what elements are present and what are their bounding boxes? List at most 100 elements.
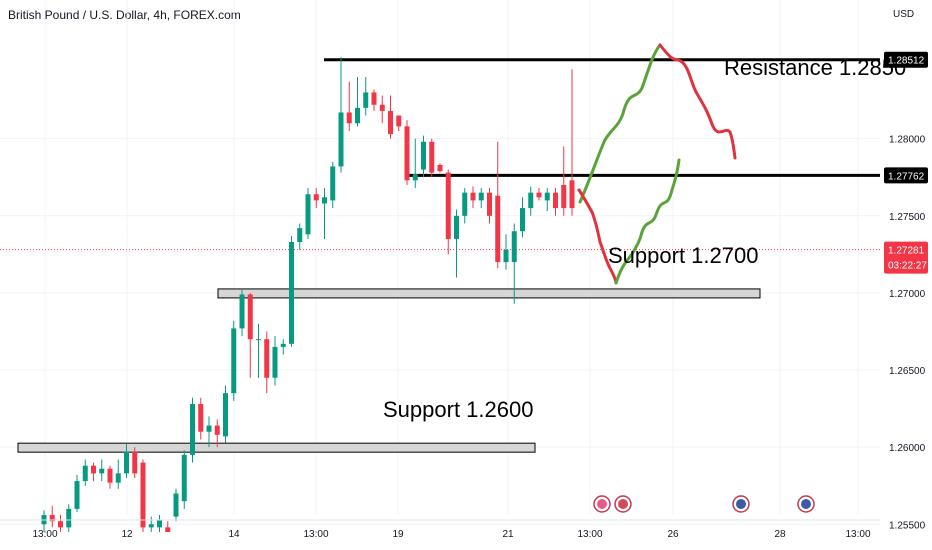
candle-body [454,215,459,239]
support-1-2700-label: Support 1.2700 [608,243,758,268]
candle-body [173,493,179,517]
candle-body [404,126,410,181]
candle-body [157,519,162,528]
candle-body [297,228,303,243]
price-tag [884,167,928,184]
candle-body [313,194,319,201]
x-tick-label: 26 [667,529,679,540]
candle-body [561,184,567,209]
candle-body [148,524,154,528]
event-icon-inner [801,499,811,509]
event-icon-inner [618,499,628,509]
candle-body [165,527,171,532]
x-tick-label: 13:00 [845,529,870,540]
y-tick-label: 1.26500 [889,366,926,377]
candle-body [124,451,129,474]
candle-body [82,465,88,482]
support-zone-1-2600 [17,442,536,453]
candle-body [371,92,377,105]
event-icon-inner [736,499,746,509]
x-tick-label: 14 [228,529,240,540]
candle-body [190,403,195,455]
candle-body [280,343,286,347]
candle-body [74,481,80,509]
y-tick-label: 1.27500 [889,212,926,223]
y-tick-label: 1.27000 [889,289,926,300]
projection-down-path-1 [658,43,737,160]
candle-body [198,403,204,432]
candle-body [214,425,220,435]
time-axis[interactable]: 13:00 12 14 13:00 19 21 13:00 26 28 13:00 [0,519,880,540]
y-tick-label: 1.25500 [889,520,926,531]
candle-body [338,112,344,167]
x-tick-label: 13:00 [577,529,602,540]
candle-body [487,192,492,216]
candle-body [58,521,63,528]
candle-body [363,92,369,108]
candle-body [223,393,228,437]
candle-body [511,231,517,263]
price-tags: 1.28512 1.27762 1.27281 03:22:27 [884,51,928,274]
candle-body [379,104,385,111]
currency-label: USD [893,9,915,20]
candle-body [289,242,294,344]
candle-body [536,192,542,198]
candle-body [429,141,435,173]
resistance-label: Resistance 1.2850 [724,55,906,80]
candle-body [99,468,105,474]
candle-body [528,192,534,209]
candle-body [396,115,402,127]
candle-body [256,339,261,341]
price-tag-value: 1.27281 [888,246,925,257]
candle-body [495,195,501,263]
event-icons [593,495,815,513]
candle-body [388,110,393,135]
projection-down-path-2 [577,188,618,285]
candle-body [470,192,476,201]
candle-body [520,208,525,232]
candle-body [231,328,237,394]
chart-title: British Pound / U.S. Dollar, 4h, FOREX.c… [8,8,241,22]
price-tag-value: 1.28512 [888,56,925,67]
x-tick-label: 19 [392,529,404,540]
x-tick-label: 21 [502,529,514,540]
projection-up-path-2 [614,158,681,285]
candle-body [462,192,468,216]
x-tick-label: 12 [121,529,133,540]
price-tag-value: 1.27762 [888,171,925,182]
candle-body [445,172,451,239]
candle-body [115,473,121,483]
candle-body [91,465,96,474]
candle-body [503,249,509,263]
event-icon-inner [597,499,607,509]
candle-body [437,164,443,172]
projection-up-path-1 [578,43,662,204]
y-tick-label: 1.26000 [889,443,926,454]
candle-body [272,346,278,378]
candle-body [330,166,336,201]
candle-body [305,194,311,235]
candle-body [346,112,352,124]
projection-paths [577,43,737,285]
candle-body [544,192,550,201]
candle-body [553,192,558,209]
candle-body [355,107,360,124]
candle-body [421,141,426,170]
candle-body [569,180,575,209]
x-tick-label: 13:00 [303,529,328,540]
candle-body [264,339,270,378]
candle-body [478,192,484,201]
support-1-2600-label: Support 1.2600 [383,397,533,422]
price-axis[interactable]: 1.28000 1.27500 1.27000 1.26500 1.26000 1.255… [889,135,926,532]
y-tick-label: 1.28000 [889,135,926,146]
candle-body [239,294,245,329]
candle-body [49,515,55,522]
x-tick-label: 13:00 [32,529,57,540]
candle-body [247,294,253,340]
support-zone-1-2700 [217,288,761,299]
candle-body [206,425,212,432]
candle-body [140,462,146,528]
candle-body [322,197,327,204]
key-levels [17,58,880,453]
